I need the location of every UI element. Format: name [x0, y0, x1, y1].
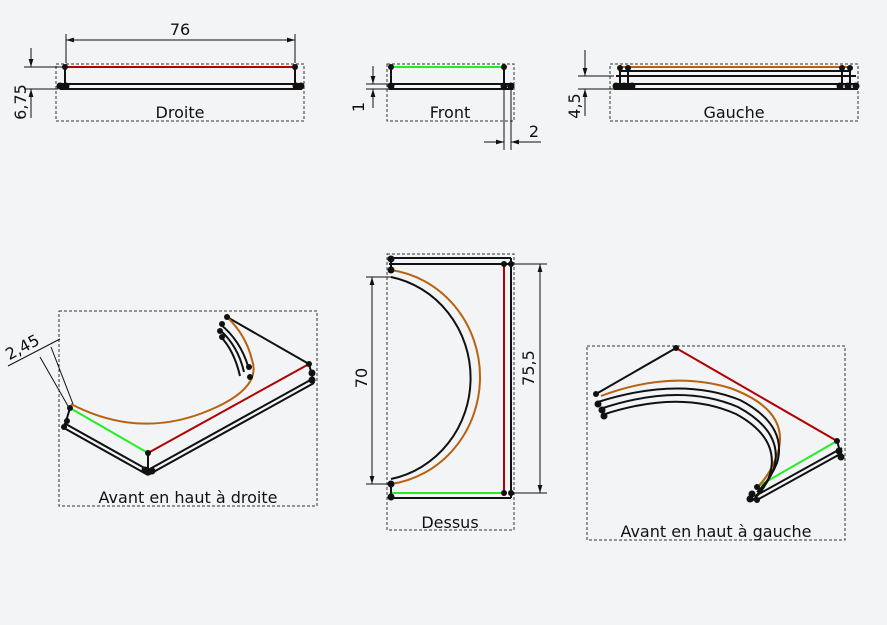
view-frame [58, 310, 318, 507]
dimension-height-label: 6,75 [11, 84, 30, 120]
green-edge [756, 440, 838, 488]
dimension-inner-label: 70 [352, 368, 371, 388]
red-edge [675, 347, 838, 442]
dimension-outer-label: 75,5 [519, 350, 538, 386]
view-avant-gauche: Avant en haut à gauche [586, 345, 846, 541]
view-frame [586, 345, 846, 541]
orange-arc [70, 316, 255, 425]
view-droite: 76 6,75 Droite [11, 20, 305, 122]
black-arc [390, 276, 472, 480]
view-label-front: Front [430, 103, 470, 122]
red-edge [147, 363, 310, 454]
view-frame [55, 63, 305, 122]
view-label-avant-gauche: Avant en haut à gauche [620, 522, 811, 541]
view-label-droite: Droite [156, 103, 205, 122]
dimension-width-label: 76 [170, 20, 190, 39]
view-label-gauche: Gauche [703, 103, 764, 122]
dimension-width-label: 2 [529, 122, 539, 141]
orange-arc [600, 379, 781, 488]
view-avant-droite: 2,45 Avant en haut à droite [2, 310, 318, 507]
dimension-height-label: 1 [349, 102, 368, 112]
dimension-height-label: 4,5 [565, 93, 584, 118]
green-edge [69, 407, 149, 454]
view-label-dessus: Dessus [421, 513, 478, 532]
view-front: 1 2 Front [349, 63, 541, 150]
view-frame [609, 63, 859, 122]
view-frame [386, 253, 515, 531]
orange-arc [390, 269, 482, 485]
view-label-avant-droite: Avant en haut à droite [99, 488, 278, 507]
view-gauche: 4,5 Gauche [565, 50, 860, 122]
view-dessus: 70 75,5 Dessus [352, 253, 547, 532]
view-frame [386, 63, 515, 122]
